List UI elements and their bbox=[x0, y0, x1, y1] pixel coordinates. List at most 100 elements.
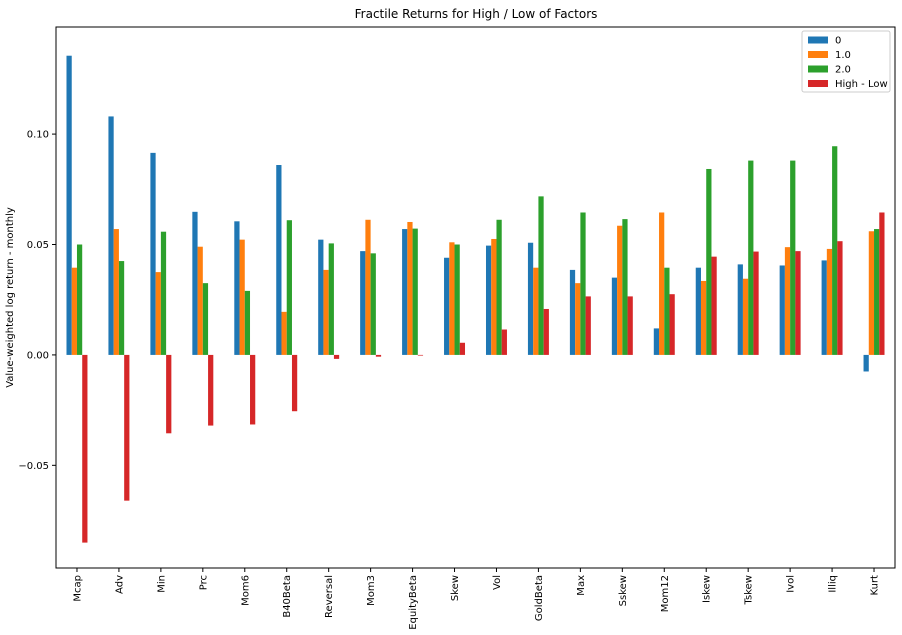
bar-kurt-series-1 bbox=[868, 231, 875, 355]
chart-title: Fractile Returns for High / Low of Facto… bbox=[355, 7, 598, 21]
legend-swatch bbox=[808, 51, 828, 58]
bar-iskew-series-1 bbox=[700, 280, 707, 355]
bar-max-series-3 bbox=[585, 296, 591, 355]
axes-layer: −0.05 0.00 0.05 0.10 Mcap Adv Min Prc Mom6 B40Bet… bbox=[18, 26, 896, 630]
bar-kurt-series-3 bbox=[879, 212, 885, 355]
bar-max-series-0 bbox=[569, 269, 576, 355]
bar-prc-series-3 bbox=[208, 354, 214, 426]
x-tick-label: Skew bbox=[450, 575, 461, 601]
y-tick-label: 0.10 bbox=[27, 130, 49, 141]
bars-layer bbox=[66, 55, 885, 543]
y-tick-label: 0.05 bbox=[27, 240, 49, 251]
bar-max-series-2 bbox=[580, 212, 586, 355]
bar-b40beta-series-3 bbox=[291, 354, 298, 412]
x-tick-label: B40Beta bbox=[282, 575, 293, 618]
bar-mom6-series-1 bbox=[239, 239, 245, 355]
y-tick-label: 0.00 bbox=[27, 350, 49, 361]
bar-mcap-series-0 bbox=[66, 55, 72, 355]
bar-equitybeta-series-3 bbox=[417, 354, 424, 356]
bar-mom3-series-1 bbox=[365, 219, 371, 355]
bar-mom12-series-1 bbox=[659, 212, 665, 355]
bar-min-series-2 bbox=[160, 231, 167, 355]
bar-sskew-series-3 bbox=[627, 296, 633, 355]
x-tick-label: Prc bbox=[198, 575, 209, 590]
x-tick-label: Kurt bbox=[870, 575, 881, 596]
bar-illiq-series-1 bbox=[826, 248, 833, 355]
bar-tskew-series-1 bbox=[742, 278, 749, 355]
bar-goldbeta-series-0 bbox=[527, 242, 534, 355]
bar-kurt-series-0 bbox=[863, 354, 869, 372]
x-tick-label: GoldBeta bbox=[534, 575, 545, 621]
y-axis-label: Value-weighted log return - monthly bbox=[5, 207, 16, 388]
bar-equitybeta-series-2 bbox=[412, 228, 418, 355]
bar-equitybeta-series-1 bbox=[407, 221, 413, 355]
bar-min-series-0 bbox=[150, 152, 156, 355]
bar-illiq-series-2 bbox=[832, 146, 838, 355]
bar-sskew-series-1 bbox=[617, 225, 623, 355]
x-tick-label: Iskew bbox=[702, 575, 713, 603]
bar-iskew-series-3 bbox=[711, 256, 717, 355]
bar-mom6-series-0 bbox=[234, 221, 240, 355]
x-tick-label: Mom3 bbox=[366, 575, 377, 606]
bar-vol-series-2 bbox=[496, 219, 502, 355]
bar-mom3-series-0 bbox=[360, 251, 366, 355]
bar-skew-series-1 bbox=[449, 242, 455, 355]
x-tick-label: Sskew bbox=[618, 575, 629, 606]
bar-tskew-series-0 bbox=[737, 264, 743, 355]
bar-mcap-series-1 bbox=[71, 267, 77, 355]
bar-reversal-series-0 bbox=[318, 239, 324, 355]
legend-swatch bbox=[808, 80, 828, 87]
bar-mom12-series-3 bbox=[669, 294, 675, 355]
bar-adv-series-2 bbox=[118, 261, 125, 355]
bar-vol-series-0 bbox=[485, 245, 492, 355]
x-tick-label: Mom12 bbox=[660, 575, 671, 612]
bar-prc-series-0 bbox=[192, 211, 198, 355]
bar-tskew-series-2 bbox=[748, 160, 754, 355]
plot-frame bbox=[55, 26, 896, 569]
x-tick-label: Max bbox=[576, 575, 587, 596]
bar-ivol-series-3 bbox=[795, 251, 801, 355]
legend: 0 1.0 2.0 High - Low bbox=[801, 30, 891, 93]
x-tick-label: Reversal bbox=[324, 575, 335, 618]
x-tick-label: Mom6 bbox=[240, 575, 251, 606]
bar-prc-series-1 bbox=[197, 246, 203, 355]
legend-label: 0 bbox=[835, 36, 841, 47]
bar-goldbeta-series-3 bbox=[543, 308, 549, 355]
bar-equitybeta-series-0 bbox=[402, 229, 408, 355]
bar-goldbeta-series-2 bbox=[538, 196, 544, 355]
y-tick-label: −0.05 bbox=[18, 461, 49, 472]
bar-iskew-series-2 bbox=[706, 168, 712, 355]
bar-mom6-series-3 bbox=[250, 354, 256, 425]
x-tick-label: Tskew bbox=[744, 575, 755, 605]
bar-adv-series-1 bbox=[113, 229, 119, 355]
bar-prc-series-2 bbox=[202, 283, 209, 355]
bar-max-series-1 bbox=[575, 283, 581, 355]
bar-ivol-series-2 bbox=[790, 160, 796, 355]
x-tick-label: Vol bbox=[492, 575, 503, 590]
x-tick-label: EquityBeta bbox=[408, 575, 419, 630]
bar-b40beta-series-1 bbox=[281, 311, 287, 355]
bar-sskew-series-2 bbox=[622, 219, 628, 355]
bar-b40beta-series-2 bbox=[286, 220, 292, 355]
bar-mom3-series-3 bbox=[375, 354, 382, 357]
bar-ivol-series-0 bbox=[779, 265, 785, 355]
bar-illiq-series-3 bbox=[837, 241, 843, 355]
bar-skew-series-2 bbox=[454, 244, 460, 355]
bar-b40beta-series-0 bbox=[276, 165, 282, 355]
bar-mcap-series-2 bbox=[76, 244, 83, 355]
bar-skew-series-3 bbox=[459, 342, 466, 355]
bar-mcap-series-3 bbox=[82, 354, 88, 543]
bar-reversal-series-2 bbox=[328, 243, 334, 355]
x-tick-label: Adv bbox=[114, 575, 125, 594]
bar-vol-series-1 bbox=[491, 238, 497, 355]
legend-swatch bbox=[808, 36, 828, 44]
bar-mom12-series-0 bbox=[653, 328, 660, 355]
bar-tskew-series-3 bbox=[753, 251, 759, 355]
bar-reversal-series-1 bbox=[323, 269, 329, 355]
x-tick-label: Ivol bbox=[786, 575, 797, 593]
bar-iskew-series-0 bbox=[695, 267, 701, 355]
bar-illiq-series-0 bbox=[821, 260, 827, 355]
legend-label: 1.0 bbox=[835, 50, 851, 61]
bar-kurt-series-2 bbox=[874, 229, 880, 355]
